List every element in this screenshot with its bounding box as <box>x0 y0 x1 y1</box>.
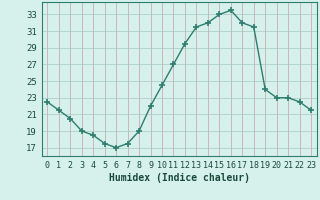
X-axis label: Humidex (Indice chaleur): Humidex (Indice chaleur) <box>109 173 250 183</box>
